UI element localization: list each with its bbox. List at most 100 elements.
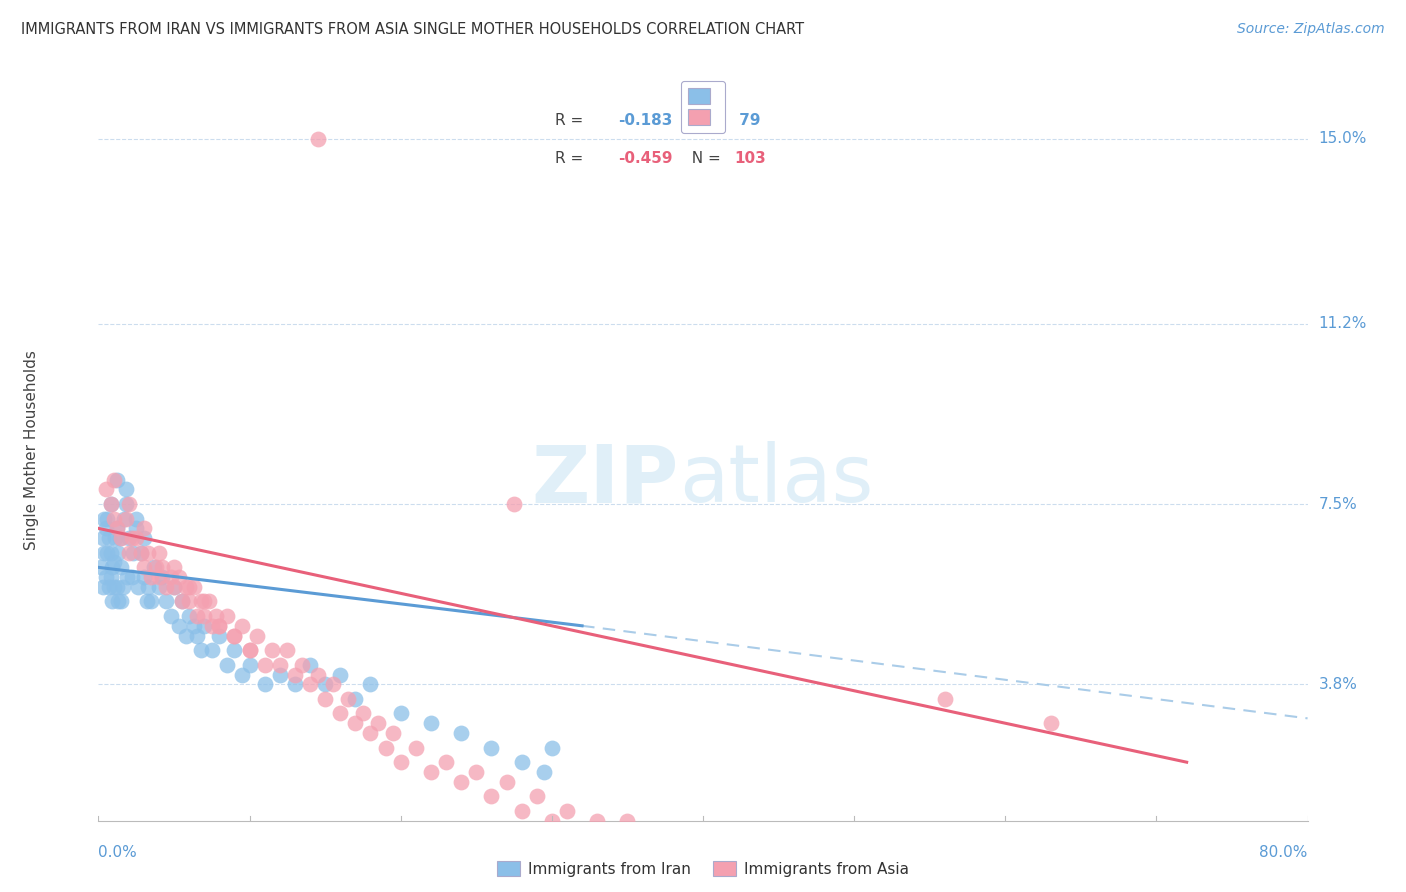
Point xyxy=(329,667,352,681)
Point xyxy=(1039,716,1062,731)
Text: 7.5%: 7.5% xyxy=(1319,497,1357,511)
Point xyxy=(143,560,166,574)
Point xyxy=(382,726,405,740)
Point xyxy=(813,847,835,862)
Point xyxy=(284,677,307,691)
Point xyxy=(183,619,205,633)
Point xyxy=(389,706,412,721)
Point xyxy=(125,521,148,535)
Point xyxy=(533,764,555,779)
Point xyxy=(110,560,132,574)
Point xyxy=(571,823,593,838)
Point xyxy=(174,628,197,642)
Legend: Immigrants from Iran, Immigrants from Asia: Immigrants from Iran, Immigrants from As… xyxy=(489,853,917,884)
Point xyxy=(179,609,201,624)
Point xyxy=(121,570,143,584)
Text: R =: R = xyxy=(555,113,589,128)
Point xyxy=(160,570,183,584)
Point xyxy=(215,657,238,672)
Point xyxy=(555,804,578,818)
Point xyxy=(676,823,699,838)
Point xyxy=(105,473,128,487)
Point xyxy=(344,716,367,731)
Point xyxy=(420,716,443,731)
Point xyxy=(114,511,136,525)
Point xyxy=(90,560,112,574)
Text: ZIP: ZIP xyxy=(531,441,679,519)
Point xyxy=(510,804,533,818)
Point xyxy=(96,546,118,560)
Text: N =: N = xyxy=(682,151,725,166)
Point xyxy=(150,570,173,584)
Point xyxy=(125,511,148,525)
Point xyxy=(103,511,125,525)
Point xyxy=(307,132,329,146)
Legend: , : , xyxy=(681,80,725,133)
Point xyxy=(197,594,219,608)
Point xyxy=(93,546,115,560)
Point xyxy=(1024,847,1046,862)
Point xyxy=(208,619,231,633)
Point xyxy=(1115,853,1137,867)
Point xyxy=(269,657,291,672)
Point xyxy=(503,497,526,511)
Point xyxy=(98,580,121,594)
Point xyxy=(174,580,197,594)
Point xyxy=(276,643,298,657)
Point xyxy=(94,521,117,535)
Point xyxy=(844,843,866,857)
Point xyxy=(163,560,186,574)
Point xyxy=(344,691,367,706)
Point xyxy=(723,838,745,852)
Point xyxy=(135,594,157,608)
Point xyxy=(193,594,215,608)
Text: IMMIGRANTS FROM IRAN VS IMMIGRANTS FROM ASIA SINGLE MOTHER HOUSEHOLDS CORRELATIO: IMMIGRANTS FROM IRAN VS IMMIGRANTS FROM … xyxy=(21,22,804,37)
Point xyxy=(103,556,125,570)
Point xyxy=(208,619,231,633)
Point xyxy=(616,814,638,828)
Point xyxy=(132,531,155,545)
Point xyxy=(107,546,129,560)
Point xyxy=(224,628,246,642)
Point xyxy=(352,706,374,721)
Point xyxy=(602,823,624,838)
Point xyxy=(193,619,215,633)
Point xyxy=(239,643,262,657)
Point xyxy=(115,570,138,584)
Point xyxy=(299,657,322,672)
Point xyxy=(934,847,956,862)
Point xyxy=(692,843,714,857)
Text: 0.0%: 0.0% xyxy=(98,845,138,860)
Point xyxy=(481,740,503,755)
Point xyxy=(122,546,145,560)
Point xyxy=(155,594,177,608)
Point xyxy=(118,531,141,545)
Point xyxy=(111,580,134,594)
Point xyxy=(103,580,125,594)
Point xyxy=(167,619,190,633)
Point xyxy=(752,847,775,862)
Point xyxy=(186,628,208,642)
Point xyxy=(167,570,190,584)
Point xyxy=(526,789,548,804)
Point xyxy=(100,497,122,511)
Point xyxy=(420,764,443,779)
Text: Source: ZipAtlas.com: Source: ZipAtlas.com xyxy=(1237,22,1385,37)
Text: N =: N = xyxy=(682,113,725,128)
Point xyxy=(148,546,170,560)
Point xyxy=(101,594,124,608)
Point xyxy=(129,546,152,560)
Point xyxy=(94,483,117,497)
Point xyxy=(108,531,131,545)
Point xyxy=(112,511,135,525)
Point xyxy=(155,580,177,594)
Point xyxy=(314,677,336,691)
Point xyxy=(934,691,956,706)
Point xyxy=(132,521,155,535)
Point xyxy=(163,580,186,594)
Point xyxy=(360,677,382,691)
Text: Single Mother Households: Single Mother Households xyxy=(24,351,39,550)
Point xyxy=(121,531,143,545)
Point xyxy=(101,560,124,574)
Point xyxy=(183,580,205,594)
